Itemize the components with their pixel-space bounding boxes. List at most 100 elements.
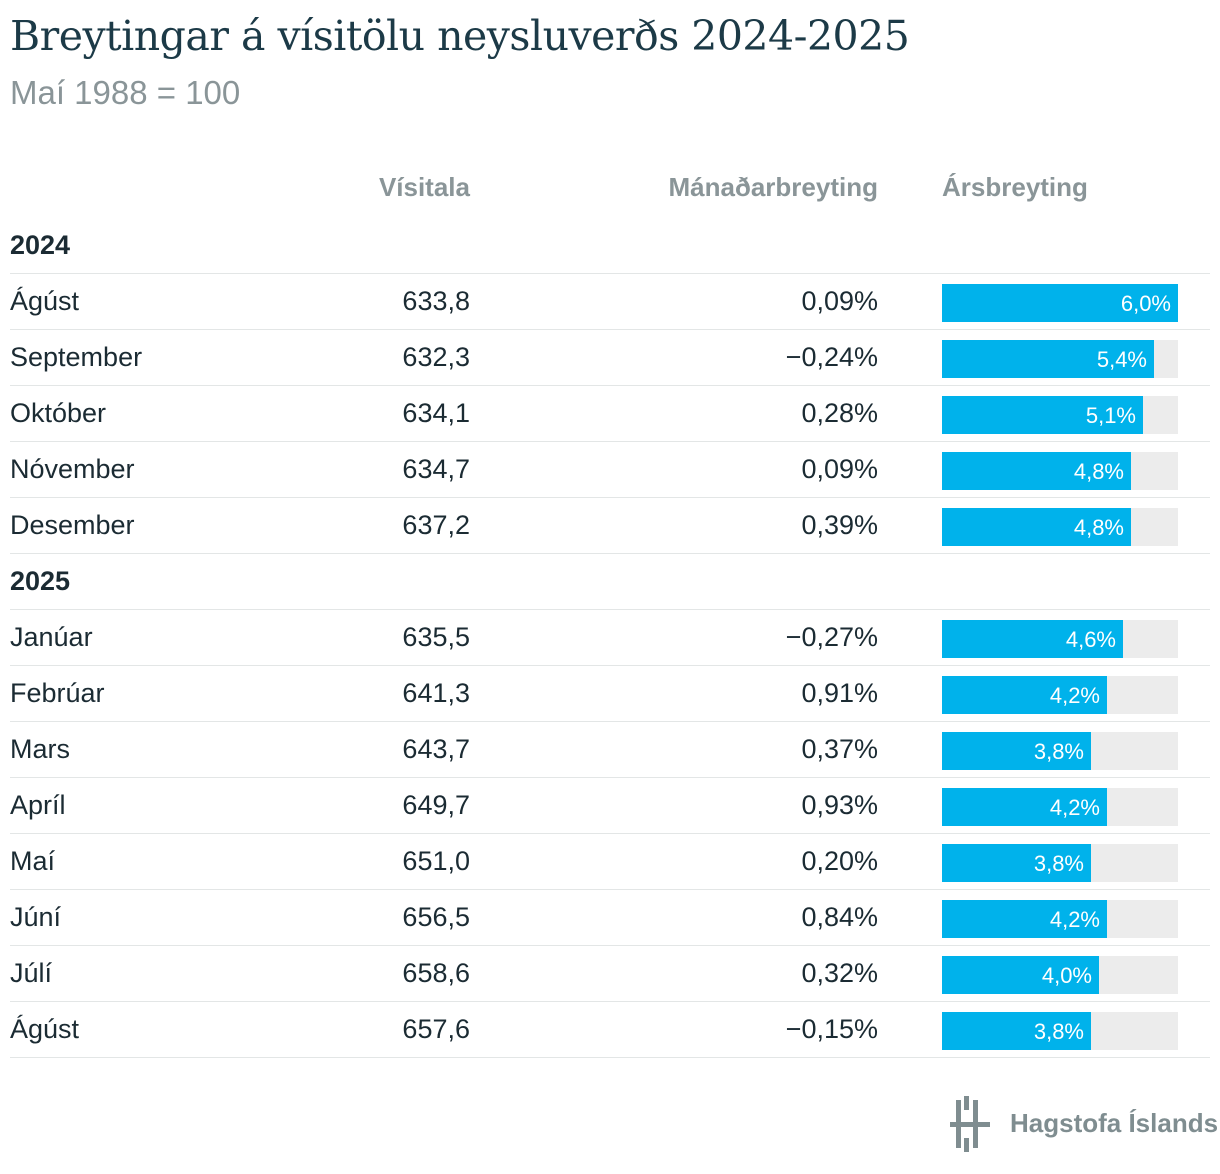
index-value: 658,6 [402,958,470,988]
yearly-bar-label: 4,8% [1073,515,1124,540]
index-value: 651,0 [402,846,470,876]
yearly-bar: 4,2% [942,676,1107,714]
month-label: Júní [10,902,62,932]
month-label: Ágúst [10,1014,80,1044]
index-value: 632,3 [402,342,470,372]
yearly-bar: 4,8% [942,508,1131,546]
yearly-bar-label: 4,0% [1041,963,1092,988]
yearly-bar-track: 5,1% [942,396,1178,434]
yearly-bar: 4,6% [942,620,1123,658]
monthly-change-value: −0,15% [785,1014,878,1044]
yearly-bar: 3,8% [942,844,1091,882]
yearly-bar-track: 4,2% [942,676,1178,714]
table-row: Nóvember 634,7 0,09% 4,8% [10,442,1210,498]
index-value: 635,5 [402,622,470,652]
yearly-bar-track: 4,2% [942,900,1178,938]
monthly-change-value: −0,27% [785,622,878,652]
yearly-bar-track: 4,8% [942,452,1178,490]
table-row: Júní 656,5 0,84% 4,2% [10,890,1210,946]
monthly-change-value: 0,28% [801,398,878,428]
index-value: 657,6 [402,1014,470,1044]
yearly-bar-track: 4,6% [942,620,1178,658]
yearly-bar: 6,0% [942,284,1178,322]
yearly-bar: 5,1% [942,396,1143,434]
table-row: Október 634,1 0,28% 5,1% [10,386,1210,442]
yearly-bar: 4,2% [942,900,1107,938]
monthly-change-value: 0,32% [801,958,878,988]
monthly-change-value: 0,91% [801,678,878,708]
month-label: Nóvember [10,454,135,484]
table-row: Maí 651,0 0,20% 3,8% [10,834,1210,890]
month-label: Desember [10,510,135,540]
index-value: 643,7 [402,734,470,764]
monthly-change-value: 0,37% [801,734,878,764]
monthly-change-value: 0,20% [801,846,878,876]
yearly-bar: 4,0% [942,956,1099,994]
year-label: 2024 [10,230,71,260]
yearly-bar-label: 3,8% [1033,851,1084,876]
yearly-bar-track: 5,4% [942,340,1178,378]
column-header-index: Vísitala [378,172,470,202]
yearly-bar-track: 4,2% [942,788,1178,826]
year-group-header: 2024 [10,218,1210,274]
index-value: 634,7 [402,454,470,484]
yearly-bar-track: 4,8% [942,508,1178,546]
monthly-change-value: −0,24% [785,342,878,372]
index-value: 633,8 [402,286,470,316]
month-label: Apríl [10,790,66,820]
yearly-bar-label: 4,2% [1049,907,1100,932]
logo-text: Hagstofa Íslands [1010,1108,1219,1138]
yearly-bar-label: 3,8% [1033,739,1084,764]
monthly-change-value: 0,09% [801,286,878,316]
monthly-change-value: 0,39% [801,510,878,540]
monthly-change-value: 0,93% [801,790,878,820]
yearly-bar-label: 4,8% [1073,459,1124,484]
table-row: Febrúar 641,3 0,91% 4,2% [10,666,1210,722]
table-row: September 632,3 −0,24% 5,4% [10,330,1210,386]
hagstofa-logo: Hagstofa Íslands [948,1096,1218,1152]
monthly-change-value: 0,09% [801,454,878,484]
table-row: Mars 643,7 0,37% 3,8% [10,722,1210,778]
yearly-bar: 4,2% [942,788,1107,826]
yearly-bar-label: 4,6% [1065,627,1116,652]
month-label: Júlí [10,958,53,988]
column-header-monthly: Mánaðarbreyting [668,172,879,202]
yearly-bar-track: 3,8% [942,844,1178,882]
yearly-bar-track: 3,8% [942,732,1178,770]
yearly-bar: 4,8% [942,452,1131,490]
table-header: Vísitala Mánaðarbreyting Ársbreyting [0,168,1220,208]
month-label: Febrúar [10,678,105,708]
index-value: 649,7 [402,790,470,820]
yearly-bar-label: 3,8% [1033,1019,1084,1044]
yearly-bar: 3,8% [942,732,1091,770]
column-header-yearly: Ársbreyting [942,172,1088,202]
month-label: Mars [10,734,70,764]
table-row: Ágúst 657,6 −0,15% 3,8% [10,1002,1210,1058]
chart-subtitle: Maí 1988 = 100 [10,74,241,111]
index-value: 634,1 [402,398,470,428]
yearly-bar-label: 6,0% [1120,291,1171,316]
chart-title: Breytingar á vísitölu neysluverðs 2024-2… [10,12,910,60]
hagstofa-logo-icon [950,1096,990,1152]
yearly-bar-label: 4,2% [1049,795,1100,820]
table-row: Ágúst 633,8 0,09% 6,0% [10,274,1210,330]
index-value: 656,5 [402,902,470,932]
month-label: September [10,342,143,372]
yearly-bar-track: 3,8% [942,1012,1178,1050]
index-value: 641,3 [402,678,470,708]
index-value: 637,2 [402,510,470,540]
month-label: Maí [10,846,56,876]
table-row: Júlí 658,6 0,32% 4,0% [10,946,1210,1002]
month-label: Ágúst [10,286,80,316]
table-body: 2024 Ágúst 633,8 0,09% 6,0% September 632,3 −0,… [10,218,1210,1058]
table-row: Janúar 635,5 −0,27% 4,6% [10,610,1210,666]
monthly-change-value: 0,84% [801,902,878,932]
yearly-bar-label: 5,1% [1085,403,1136,428]
yearly-bar: 5,4% [942,340,1154,378]
month-label: Janúar [10,622,93,652]
yearly-bar: 3,8% [942,1012,1091,1050]
yearly-bar-track: 4,0% [942,956,1178,994]
table-row: Desember 637,2 0,39% 4,8% [10,498,1210,554]
year-label: 2025 [10,566,71,596]
yearly-bar-label: 5,4% [1096,347,1147,372]
